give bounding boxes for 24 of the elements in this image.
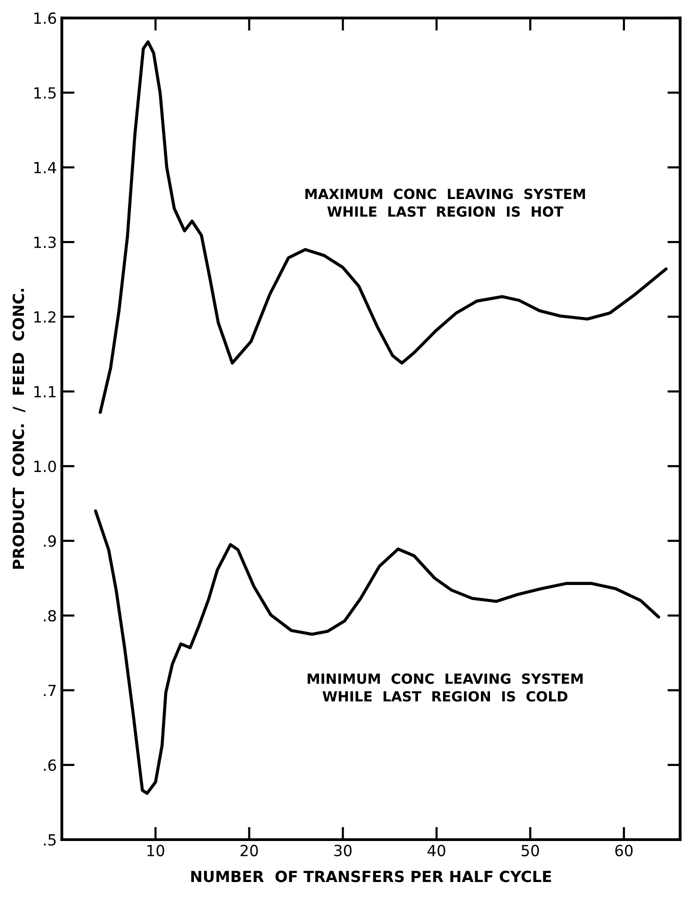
x-tick-label: 40 (428, 844, 446, 856)
y-tick-label: 1.1 (34, 386, 56, 398)
x-tick-label: 60 (615, 844, 633, 856)
x-tick-label: 50 (522, 844, 539, 856)
x-axis-title: NUMBER OF TRANSFERS PER HALF CYCLE (191, 870, 552, 882)
text: MINIMUM CONC LEAVING SYSTEM WHILE LAST REGION IS COLD (308, 673, 583, 702)
text: MAXIMUM CONC LEAVING SYSTEM WHILE LAST REGION IS HOT (305, 188, 585, 217)
y-tick-label: 1.2 (34, 311, 56, 323)
y-axis-title: PRODUCT CONC. / FEED CONC. (12, 288, 26, 569)
y-tick-label: .8 (44, 610, 56, 622)
y-tick-label: 1.3 (34, 236, 56, 248)
y-tick-label: .7 (44, 684, 56, 696)
y-tick-label: 1.0 (34, 460, 56, 472)
x-tick-label: 30 (334, 844, 352, 856)
y-tick-label: 1.6 (34, 12, 56, 24)
y-tick-label: .6 (44, 759, 56, 771)
y-tick-label: .9 (44, 535, 56, 547)
y-tick-label: 1.4 (34, 162, 56, 174)
y-tick-label: .5 (44, 834, 56, 846)
x-tick-label: 20 (240, 844, 258, 856)
line-series (98, 40, 668, 414)
y-tick-label: 1.5 (34, 87, 56, 99)
line-series (94, 509, 660, 795)
x-tick-label: 10 (147, 844, 164, 856)
